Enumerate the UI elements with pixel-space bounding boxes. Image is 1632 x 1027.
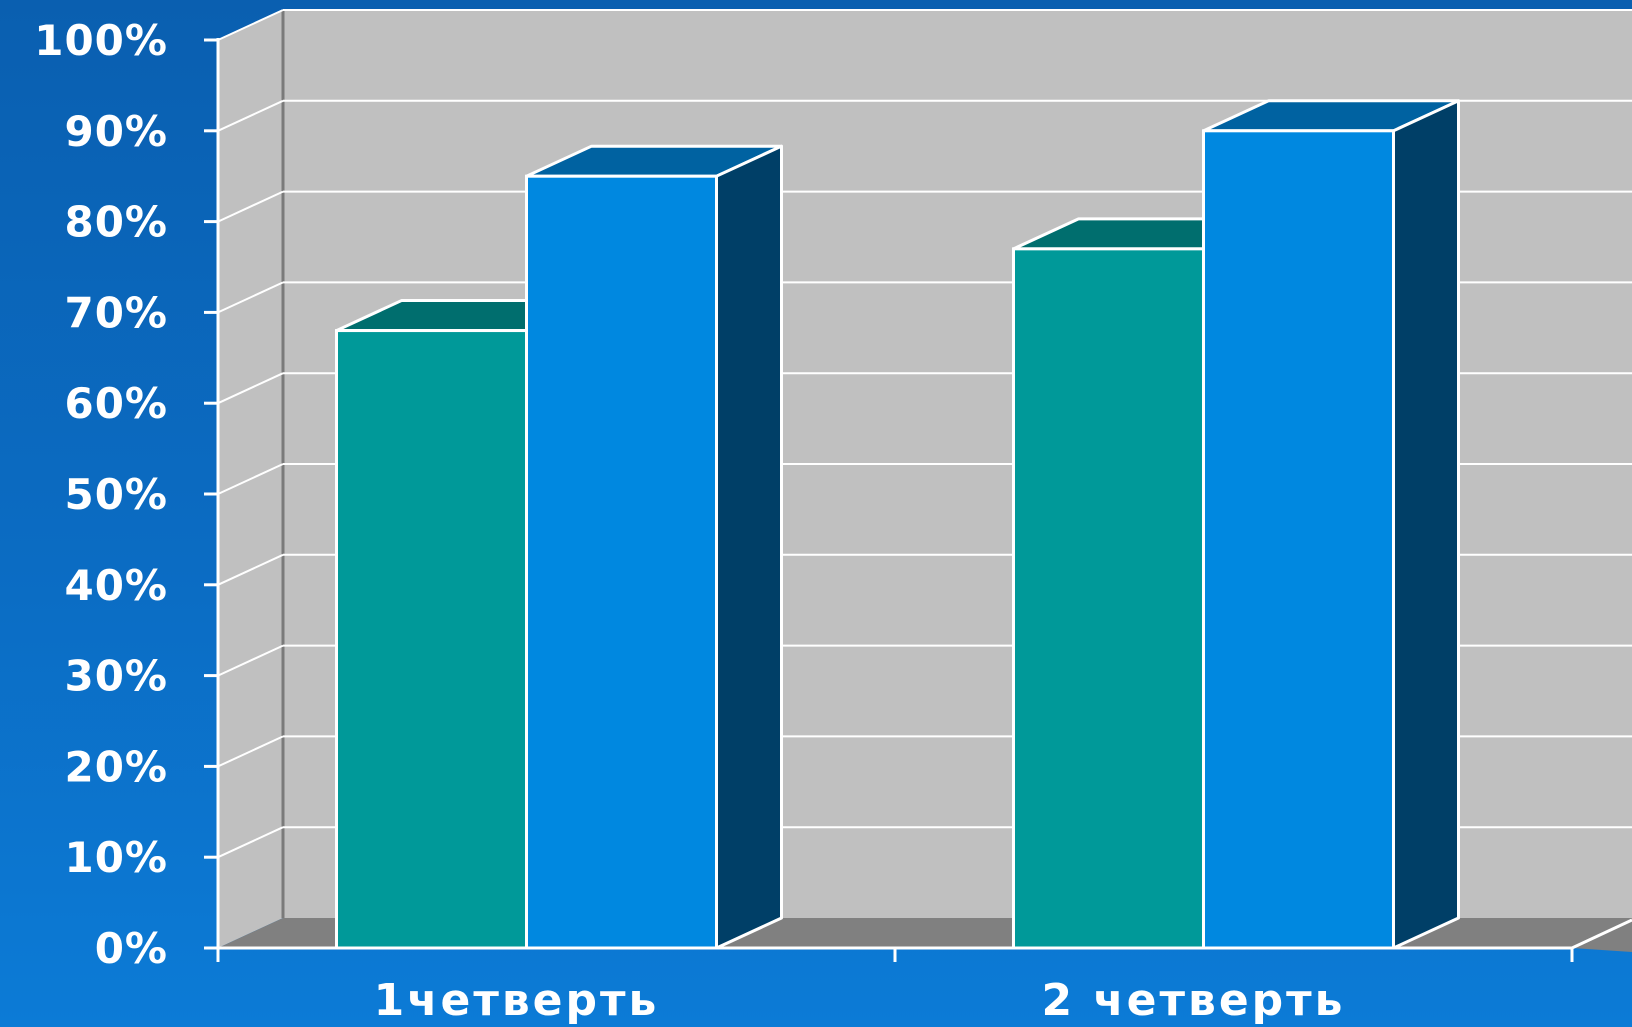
y-tick-label: 30% xyxy=(64,652,168,701)
bar-side xyxy=(715,144,783,950)
y-tick-label: 80% xyxy=(64,198,168,247)
y-tick-label: 0% xyxy=(95,924,168,973)
x-category-label: 1четверть xyxy=(374,975,660,1026)
gridline-side xyxy=(217,9,284,41)
gridline-side xyxy=(217,463,284,495)
y-tick-label: 10% xyxy=(64,833,168,882)
y-tick-label: 50% xyxy=(64,470,168,519)
x-axis-depth-line xyxy=(1571,918,1632,950)
y-tick-label: 20% xyxy=(64,742,168,791)
y-tick-label: 40% xyxy=(64,561,168,610)
x-category-label: 2 четверть xyxy=(1042,975,1346,1026)
gridline-side xyxy=(217,644,284,677)
gridline-side xyxy=(217,553,284,586)
gridline-side xyxy=(217,281,284,314)
bar xyxy=(1012,247,1205,950)
gridline-side xyxy=(217,826,284,859)
x-category-labels: 1четверть 2 четверть xyxy=(374,975,1346,1026)
gridline-side xyxy=(217,372,284,405)
bar xyxy=(525,174,718,950)
gridline-side xyxy=(217,99,284,132)
gridline-side xyxy=(217,735,284,768)
y-tick-label: 100% xyxy=(34,16,168,65)
bar-side xyxy=(1392,99,1460,950)
y-tick-label: 60% xyxy=(64,379,168,428)
y-tick-labels: 0% 10% 20% 30% 40% 50% 60% 70% 80% 90% 100% xyxy=(34,16,168,973)
gridline-side xyxy=(217,190,284,223)
y-tick-label: 90% xyxy=(64,107,168,156)
bar xyxy=(335,329,528,950)
bar xyxy=(1202,129,1395,950)
bars xyxy=(335,99,1460,950)
y-tick-label: 70% xyxy=(64,288,168,337)
